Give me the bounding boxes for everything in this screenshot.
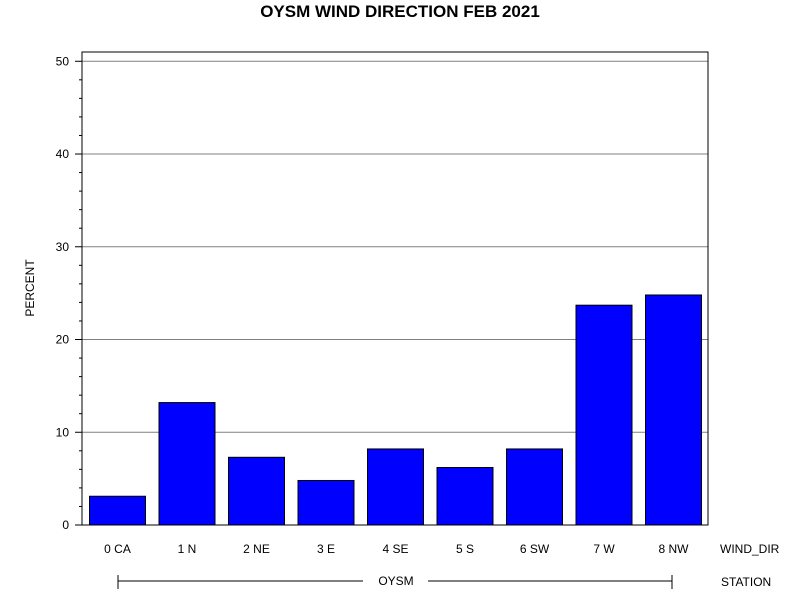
x-tick-label: 3 E — [317, 542, 335, 556]
y-tick-label: 40 — [56, 147, 70, 161]
plot-frame — [81, 51, 709, 526]
y-tick-label: 20 — [56, 333, 70, 347]
bar-5-s — [436, 466, 494, 526]
y-tick-label: 0 — [62, 518, 69, 532]
bar-0-ca — [89, 495, 146, 526]
bar-4-se — [367, 448, 424, 526]
x-tick-label: 2 NE — [243, 542, 270, 556]
x-tick-label: 1 N — [178, 542, 197, 556]
x-axis: 0 CA 1 N 2 NE 3 E 4 SE 5 S 6 SW 7 W 8 NW — [104, 542, 689, 556]
bar-8-nw — [645, 294, 702, 526]
bar-2-ne — [228, 456, 285, 526]
y-axis: 0 10 20 30 40 50 — [56, 54, 82, 532]
station-value: OYSM — [378, 574, 413, 588]
y-tick-label: 30 — [56, 240, 70, 254]
station-group: OYSM — [117, 574, 673, 589]
station-label: STATION — [721, 575, 771, 589]
y-axis-label: PERCENT — [23, 259, 37, 317]
bars — [89, 294, 702, 526]
bar-3-e — [297, 479, 355, 526]
x-tick-label: 6 SW — [520, 542, 550, 556]
x-tick-label: 8 NW — [659, 542, 690, 556]
x-axis-label: WIND_DIR — [720, 542, 780, 556]
y-tick-label: 50 — [56, 54, 70, 68]
x-tick-label: 5 S — [456, 542, 474, 556]
x-tick-label: 4 SE — [382, 542, 408, 556]
chart-title: OYSM WIND DIRECTION FEB 2021 — [260, 2, 540, 21]
y-tick-label: 10 — [56, 425, 70, 439]
bar-1-n — [158, 402, 216, 526]
x-tick-label: 7 W — [593, 542, 615, 556]
bar-7-w — [575, 304, 633, 526]
x-tick-label: 0 CA — [104, 542, 131, 556]
bar-6-sw — [506, 448, 563, 526]
